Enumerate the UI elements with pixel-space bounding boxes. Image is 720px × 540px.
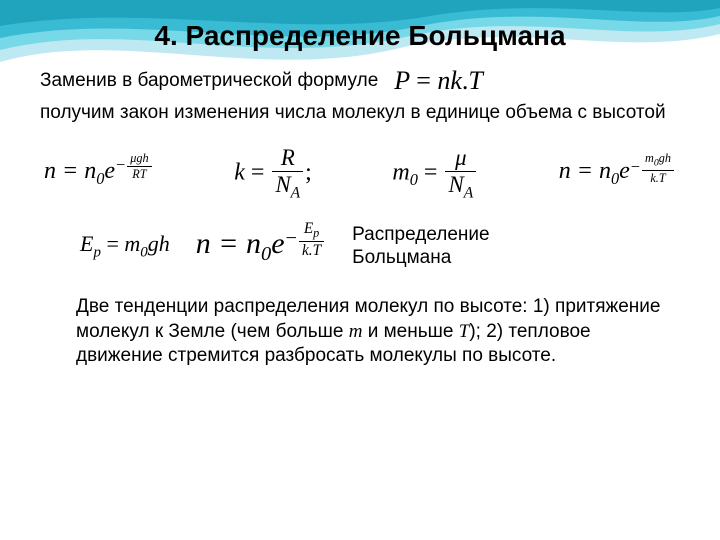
f5-gh: gh xyxy=(148,231,170,256)
formula-P-nkT: P = nk.T xyxy=(394,66,483,96)
f1-base: n = n xyxy=(44,158,96,184)
f1-num: μgh xyxy=(127,152,151,167)
f4-neg: − xyxy=(631,158,640,177)
f2-denA: A xyxy=(291,184,300,201)
formula-k-R-NA: k = RNA; xyxy=(234,146,312,202)
slide-title: 4. Распределение Больцмана xyxy=(40,20,680,52)
formula-n-n0-m0: n = n0e −m0ghk.T xyxy=(559,158,676,189)
formula-m0-mu-NA: m0 = μNA xyxy=(392,146,478,202)
bl-1: Распределение xyxy=(352,224,489,247)
formula-row-2: Ep = m0gh n = n0e −Epk.T Распределение Б… xyxy=(80,224,680,270)
formula-Ep-m0gh: Ep = m0gh xyxy=(80,231,170,261)
f6-base: n = n xyxy=(196,227,261,260)
f1-neg: − xyxy=(116,156,125,175)
f3-denN: N xyxy=(448,172,463,197)
f4-m: m xyxy=(645,151,654,165)
intro-text-2: получим закон изменения числа молекул в … xyxy=(40,102,680,124)
boltzmann-label: Распределение Больцмана xyxy=(352,224,489,270)
intro-text-1: Заменив в барометрической формуле xyxy=(40,70,378,92)
formula-n-n0-Ep: n = n0e −Epk.T xyxy=(196,227,326,266)
bl-2: Больцмана xyxy=(352,247,489,270)
f2-lhs: k xyxy=(234,159,245,185)
f4-den: k.T xyxy=(642,171,674,185)
f5-m0: 0 xyxy=(140,245,147,261)
f3-num: μ xyxy=(445,146,476,172)
slide-content: 4. Распределение Больцмана Заменив в бар… xyxy=(0,0,720,388)
f6-E: E xyxy=(304,220,313,237)
f6-p: p xyxy=(313,226,319,240)
f4-base: n = n xyxy=(559,158,611,184)
footer-text: Две тенденции распределения молекул по в… xyxy=(76,295,670,368)
f6-den: k.T xyxy=(299,242,324,259)
f3-m: m xyxy=(392,159,409,185)
f5-eq: = xyxy=(101,231,124,256)
formula-row-1: n = n0e −μghRT k = RNA; m0 = μNA n = n0e… xyxy=(40,146,680,202)
f2-denN: N xyxy=(275,172,290,197)
f2-num: R xyxy=(272,146,303,172)
f5-E: E xyxy=(80,231,93,256)
formula-n-n0-mu: n = n0e −μghRT xyxy=(44,158,154,189)
f3-0: 0 xyxy=(410,170,418,189)
f6-sub: 0 xyxy=(261,243,271,265)
f5-p: p xyxy=(93,245,100,261)
f3-denA: A xyxy=(464,184,473,201)
f1-den: RT xyxy=(127,167,151,181)
f5-m: m xyxy=(124,231,140,256)
intro-row: Заменив в барометрической формуле P = nk… xyxy=(40,66,680,96)
f4-sub: 0 xyxy=(611,169,619,188)
f4-gh: gh xyxy=(659,151,671,165)
f6-neg: − xyxy=(286,228,298,250)
